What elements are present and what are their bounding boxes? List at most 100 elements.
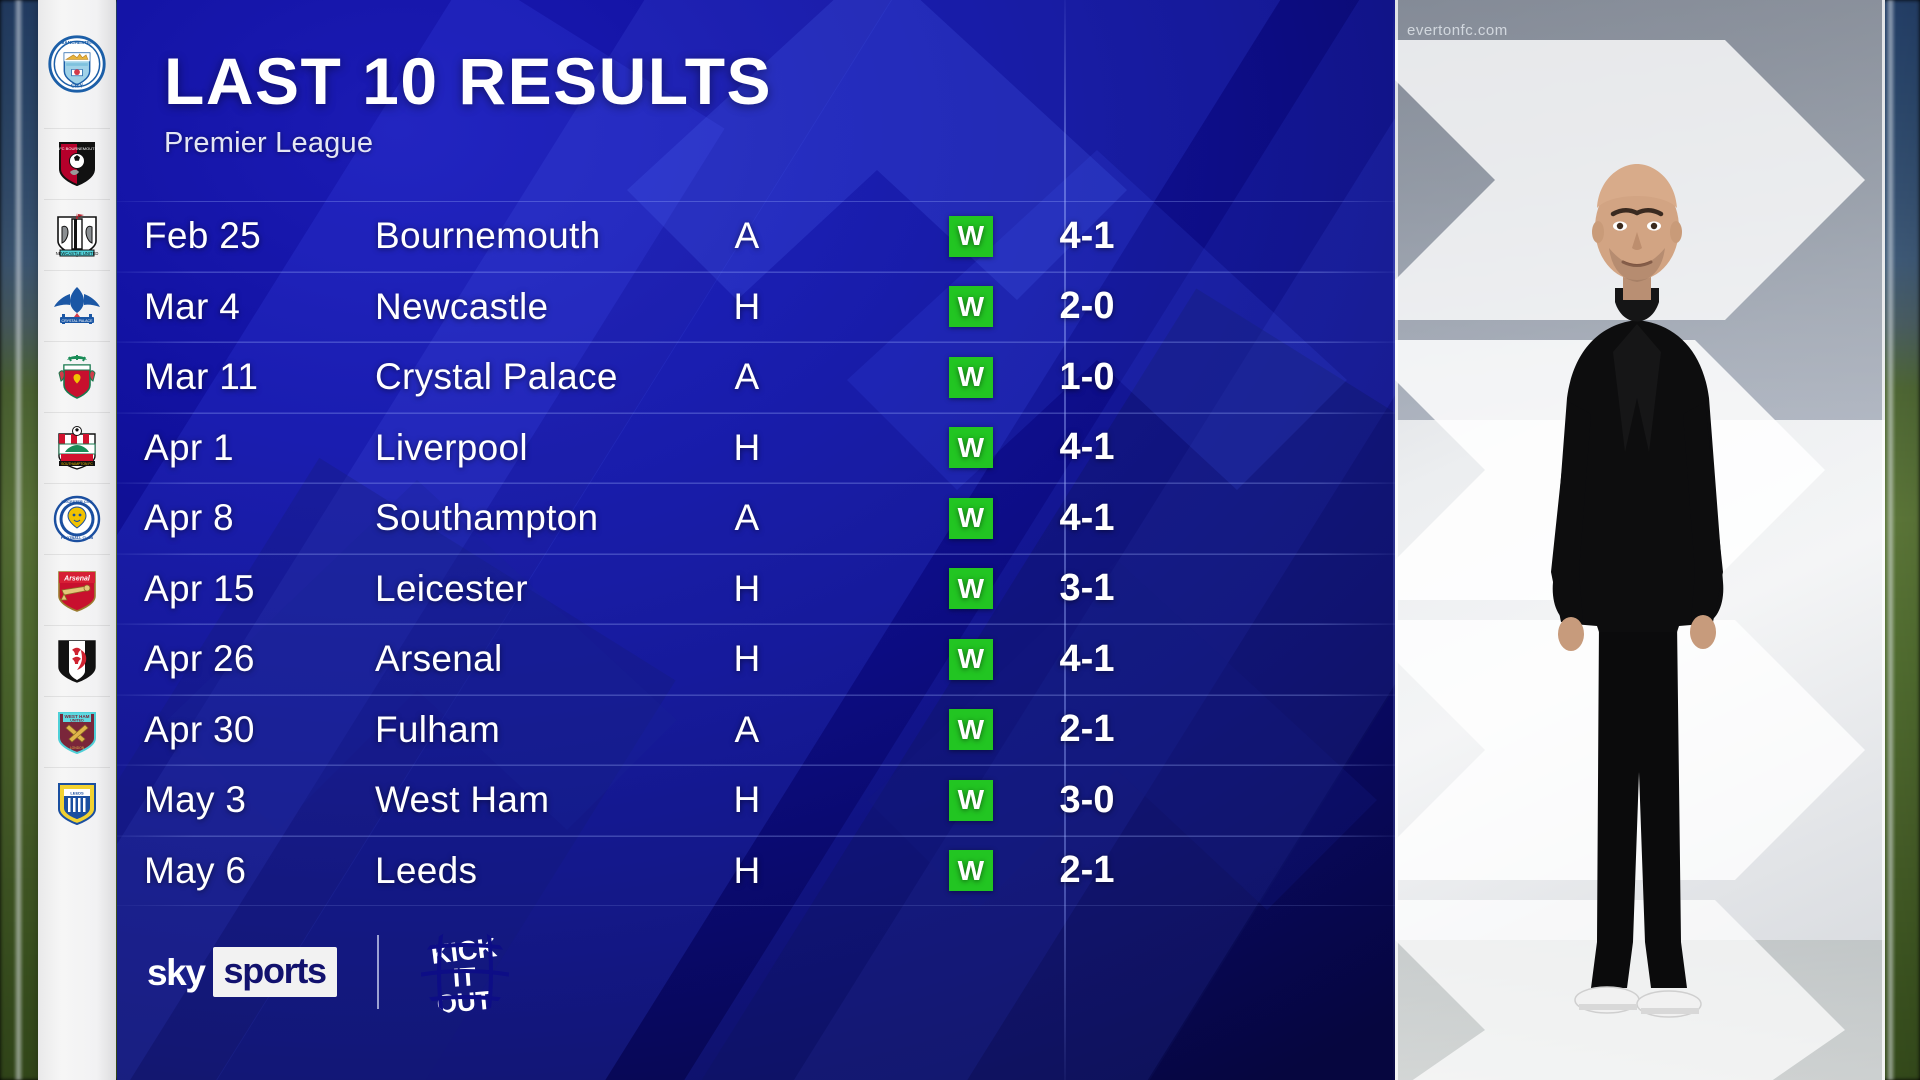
opponent-name: Southampton <box>375 497 599 539</box>
goal-post-left <box>14 0 23 1080</box>
outcome-cell: W <box>947 695 995 766</box>
venue-indicator: H <box>733 567 761 609</box>
match-score: 4-1 <box>1059 426 1115 469</box>
kick-it-out-logo: KICK IT OUT <box>419 926 511 1018</box>
svg-text:CITY: CITY <box>71 84 84 90</box>
sky-sports-logo: sky sports <box>147 947 337 997</box>
portrait-left-edge <box>1395 0 1398 1080</box>
table-row: Feb 25 Bournemouth A W 4-1 <box>117 201 1395 272</box>
venue-indicator: A <box>734 215 760 257</box>
opponent-name: Newcastle <box>375 285 549 327</box>
svg-text:IT: IT <box>452 961 477 993</box>
header: LAST 10 RESULTS Premier League <box>164 48 772 160</box>
match-score: 2-1 <box>1059 849 1115 892</box>
leicester-crest: LEICESTER CITY FOOTBALL CLUB <box>38 483 116 554</box>
svg-text:FOOTBALL CLUB: FOOTBALL CLUB <box>61 536 93 540</box>
table-row: May 6 Leeds H W 2-1 <box>117 835 1395 907</box>
table-row: May 3 West Ham H W 3-0 <box>117 765 1395 836</box>
outcome-cell: W <box>947 624 995 695</box>
match-score: 2-0 <box>1059 285 1115 328</box>
liverpool-crest <box>38 341 116 412</box>
venue-indicator: A <box>734 497 760 539</box>
manager-portrait-panel: evertonfc.com <box>1395 0 1885 1080</box>
match-date: Apr 15 <box>144 567 255 609</box>
outcome-cell: W <box>947 272 995 343</box>
result-outcome-badge: W <box>949 427 993 469</box>
venue-indicator: H <box>733 285 761 327</box>
venue-indicator: H <box>733 426 761 468</box>
results-table: Feb 25 Bournemouth A W 4-1 Mar 4 Newcastle H W 2-… <box>117 201 1395 906</box>
crystal-palace-crest: CRYSTAL PALACE <box>38 270 116 341</box>
outcome-cell: W <box>947 836 995 907</box>
match-score: 4-1 <box>1059 214 1115 257</box>
match-score: 3-1 <box>1059 567 1115 610</box>
match-date: May 6 <box>144 849 247 891</box>
venue-indicator: A <box>734 356 760 398</box>
match-date: Apr 30 <box>144 708 255 750</box>
svg-text:AFC BOURNEMOUTH: AFC BOURNEMOUTH <box>57 146 97 151</box>
svg-text:SOUTHAMPTON FC: SOUTHAMPTON FC <box>61 462 93 466</box>
result-outcome-badge: W <box>949 779 993 821</box>
table-row: Apr 8 Southampton A W 4-1 <box>117 483 1395 554</box>
match-score: 4-1 <box>1059 496 1115 539</box>
svg-text:CRYSTAL PALACE: CRYSTAL PALACE <box>61 319 93 323</box>
match-date: Apr 1 <box>144 426 234 468</box>
leeds-crest: LEEDS <box>38 767 116 838</box>
sponsor-board-text: evertonfc.com <box>1407 22 1508 39</box>
svg-text:LEICESTER CITY: LEICESTER CITY <box>61 500 92 504</box>
outcome-cell: W <box>947 413 995 484</box>
match-score: 1-0 <box>1059 355 1115 398</box>
opponent-name: Crystal Palace <box>375 356 618 398</box>
logo-divider <box>376 935 379 1009</box>
match-date: Apr 26 <box>144 638 255 680</box>
opponent-name: Arsenal <box>375 638 503 680</box>
result-outcome-badge: W <box>949 568 993 610</box>
outcome-cell: W <box>947 483 995 554</box>
page-subtitle: Premier League <box>164 127 374 159</box>
result-outcome-badge: W <box>949 850 993 892</box>
portrait-right-edge <box>1882 0 1885 1080</box>
column-divider <box>1064 0 1066 1080</box>
svg-text:LEEDS: LEEDS <box>70 790 84 795</box>
svg-text:OUT: OUT <box>435 985 492 1018</box>
svg-text:MANCHESTER: MANCHESTER <box>60 40 94 45</box>
opponent-name: West Ham <box>375 779 550 821</box>
match-date: Mar 4 <box>144 285 241 327</box>
table-row: Apr 15 Leicester H W 3-1 <box>117 553 1395 625</box>
outcome-cell: W <box>947 765 995 836</box>
result-outcome-badge: W <box>949 215 993 257</box>
table-row: Apr 26 Arsenal H W 4-1 <box>117 624 1395 695</box>
outcome-cell: W <box>947 342 995 413</box>
svg-text:NEWCASTLE UNITED: NEWCASTLE UNITED <box>56 251 99 256</box>
svg-text:WEST HAM: WEST HAM <box>64 714 89 719</box>
goal-post-right <box>1886 0 1895 1080</box>
table-row: Apr 30 Fulham A W 2-1 <box>117 694 1395 766</box>
table-row: Mar 11 Crystal Palace A W 1-0 <box>117 342 1395 413</box>
venue-indicator: H <box>733 638 761 680</box>
fulham-crest <box>38 625 116 696</box>
match-date: Mar 11 <box>144 356 259 398</box>
match-date: Apr 8 <box>144 497 234 539</box>
opponent-name: Fulham <box>375 708 501 750</box>
result-outcome-badge: W <box>949 709 993 751</box>
panel-right-edge <box>1393 0 1395 1080</box>
outcome-cell: W <box>947 201 995 272</box>
result-outcome-badge: W <box>949 497 993 539</box>
result-outcome-badge: W <box>949 638 993 680</box>
table-row: Apr 1 Liverpool H W 4-1 <box>117 412 1395 484</box>
arsenal-crest: Arsenal <box>38 554 116 625</box>
page-title: LAST 10 RESULTS <box>164 44 773 118</box>
result-outcome-badge: W <box>949 356 993 398</box>
venue-indicator: A <box>734 708 760 750</box>
west-ham-crest: WEST HAM UNITED LONDON <box>38 696 116 767</box>
match-score: 2-1 <box>1059 708 1115 751</box>
manager-figure <box>1551 164 1724 1018</box>
svg-text:LONDON: LONDON <box>70 746 85 750</box>
newcastle-crest: NEWCASTLE UNITED <box>38 199 116 270</box>
match-score: 3-0 <box>1059 778 1115 821</box>
match-score: 4-1 <box>1059 637 1115 680</box>
southampton-crest: SOUTHAMPTON FC <box>38 412 116 483</box>
svg-text:UNITED: UNITED <box>70 718 84 722</box>
venue-indicator: H <box>733 779 761 821</box>
